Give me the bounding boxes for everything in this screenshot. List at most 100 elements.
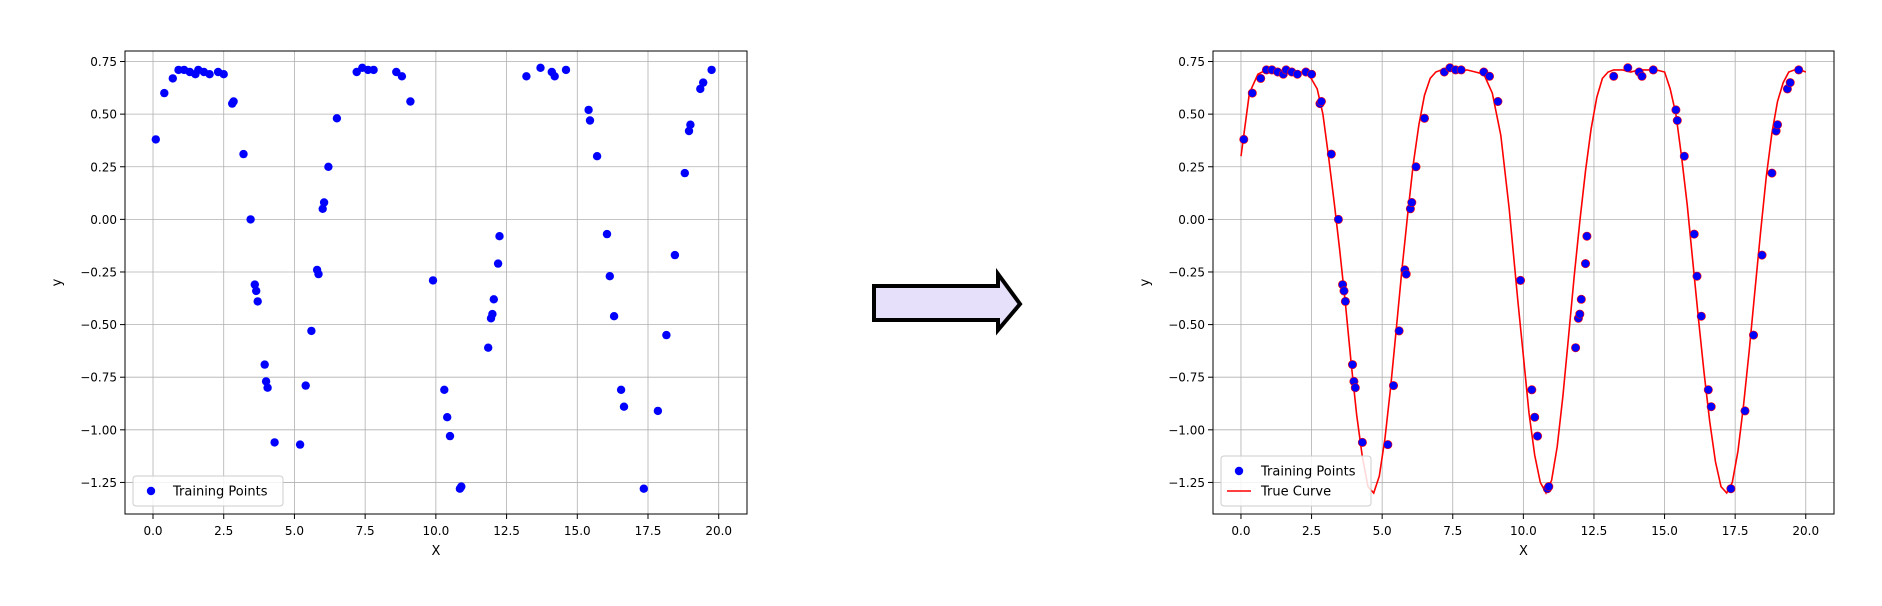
data-point xyxy=(1307,69,1317,79)
data-point xyxy=(585,116,595,125)
y-tick-label: −1.25 xyxy=(80,476,117,490)
data-point xyxy=(592,152,602,161)
data-point xyxy=(1527,385,1537,395)
data-point xyxy=(653,406,663,416)
data-point xyxy=(319,198,329,207)
x-tick-label: 10.0 xyxy=(1510,524,1537,538)
x-tick-label: 15.0 xyxy=(1651,524,1678,538)
data-point xyxy=(168,74,177,83)
data-point xyxy=(1706,402,1716,412)
data-point xyxy=(699,78,708,87)
data-point xyxy=(680,168,689,178)
data-point xyxy=(1389,381,1399,391)
y-tick-label: −0.25 xyxy=(1168,265,1205,279)
x-tick-label: 5.0 xyxy=(285,524,304,538)
data-point xyxy=(1247,88,1257,98)
data-point xyxy=(239,149,248,159)
data-point xyxy=(1383,440,1393,450)
x-tick-label: 2.5 xyxy=(1302,524,1321,538)
data-point xyxy=(488,309,497,319)
data-point xyxy=(696,84,705,94)
data-point xyxy=(484,343,493,352)
data-point xyxy=(561,65,571,75)
data-point xyxy=(1485,71,1495,81)
x-tick-label: 20.0 xyxy=(1792,524,1819,538)
data-point xyxy=(1689,229,1699,239)
y-axis-label: y xyxy=(50,278,65,286)
grid-lines xyxy=(1213,51,1834,514)
data-point xyxy=(686,120,695,129)
data-point xyxy=(1648,65,1658,75)
data-point xyxy=(619,402,629,411)
x-tick-label: 0.0 xyxy=(1231,524,1250,538)
data-point xyxy=(1348,360,1358,370)
data-point xyxy=(1582,231,1592,241)
legend-label: True Curve xyxy=(1260,485,1331,500)
data-point xyxy=(318,204,327,213)
data-point xyxy=(1785,78,1795,88)
data-point xyxy=(1239,134,1249,144)
data-point xyxy=(1703,385,1713,395)
x-axis-label: X xyxy=(1519,544,1528,559)
y-tick-label: −1.25 xyxy=(1168,476,1205,490)
data-point xyxy=(1696,311,1706,321)
data-point xyxy=(1726,484,1736,494)
true-curve-line xyxy=(1240,69,1807,495)
y-tick-label: −1.00 xyxy=(1168,423,1205,437)
data-point xyxy=(301,381,310,390)
y-tick-label: 0.00 xyxy=(90,213,117,227)
training-points xyxy=(1239,63,1804,494)
x-tick-label: 7.5 xyxy=(1443,524,1462,538)
data-point xyxy=(250,280,259,289)
data-point xyxy=(1533,431,1543,441)
grid-lines xyxy=(125,51,747,514)
data-point xyxy=(457,482,466,491)
y-tick-label: 0.00 xyxy=(1178,213,1205,227)
y-tick-label: 0.25 xyxy=(90,160,117,174)
x-tick-label: 2.5 xyxy=(214,524,233,538)
data-point xyxy=(1692,271,1702,281)
y-tick-label: 0.75 xyxy=(1178,55,1205,69)
y-axis-label: y xyxy=(1138,278,1153,286)
data-point xyxy=(1679,151,1689,161)
data-point xyxy=(260,360,269,369)
data-point xyxy=(1326,149,1336,159)
legend: Training Points xyxy=(132,475,284,507)
data-point xyxy=(489,295,498,304)
data-point xyxy=(253,297,262,306)
x-tick-label: 0.0 xyxy=(143,524,162,538)
data-point xyxy=(295,440,305,449)
data-point xyxy=(443,413,452,422)
data-point xyxy=(270,438,279,447)
data-point xyxy=(1339,286,1349,296)
y-tick-label: −0.50 xyxy=(80,318,117,332)
y-tick-label: −0.25 xyxy=(80,265,117,279)
y-tick-label: −1.00 xyxy=(80,423,117,437)
data-point xyxy=(252,286,261,296)
data-point xyxy=(522,72,531,81)
y-tick-label: −0.75 xyxy=(1168,371,1205,385)
legend-marker-points xyxy=(1234,466,1244,476)
data-point xyxy=(1401,269,1411,279)
data-point xyxy=(1493,97,1503,107)
data-point xyxy=(1637,71,1647,81)
y-tick-label: 0.50 xyxy=(90,108,117,122)
data-point xyxy=(205,70,214,79)
x-tick-label: 20.0 xyxy=(705,524,732,538)
data-point xyxy=(609,312,619,321)
legend-box xyxy=(1220,455,1372,507)
data-point xyxy=(1576,294,1586,304)
data-point xyxy=(616,385,626,394)
data-point xyxy=(1672,116,1682,126)
data-point xyxy=(1749,330,1759,340)
data-point xyxy=(307,326,316,336)
data-point xyxy=(1671,105,1681,115)
data-point xyxy=(1794,65,1804,75)
legend-label: Training Points xyxy=(172,485,268,500)
data-point xyxy=(1292,69,1302,79)
data-point xyxy=(151,135,160,144)
axes-frame xyxy=(124,50,748,515)
data-point xyxy=(1623,63,1633,73)
legend-box xyxy=(132,475,284,507)
right-arrow-icon xyxy=(872,267,1023,336)
